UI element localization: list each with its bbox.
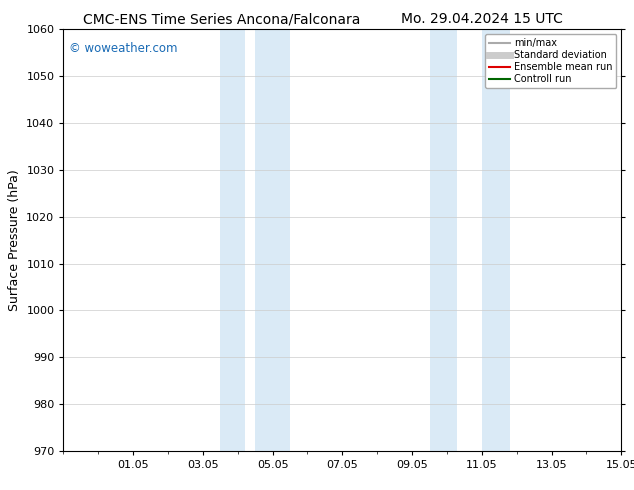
Legend: min/max, Standard deviation, Ensemble mean run, Controll run: min/max, Standard deviation, Ensemble me… (485, 34, 616, 88)
Bar (255, 29, 290, 451)
Text: Mo. 29.04.2024 15 UTC: Mo. 29.04.2024 15 UTC (401, 12, 563, 26)
Bar (221, 29, 245, 451)
Y-axis label: Surface Pressure (hPa): Surface Pressure (hPa) (8, 169, 21, 311)
Bar (482, 29, 510, 451)
Bar (429, 29, 457, 451)
Text: © woweather.com: © woweather.com (69, 42, 178, 55)
Text: CMC-ENS Time Series Ancona/Falconara: CMC-ENS Time Series Ancona/Falconara (83, 12, 361, 26)
